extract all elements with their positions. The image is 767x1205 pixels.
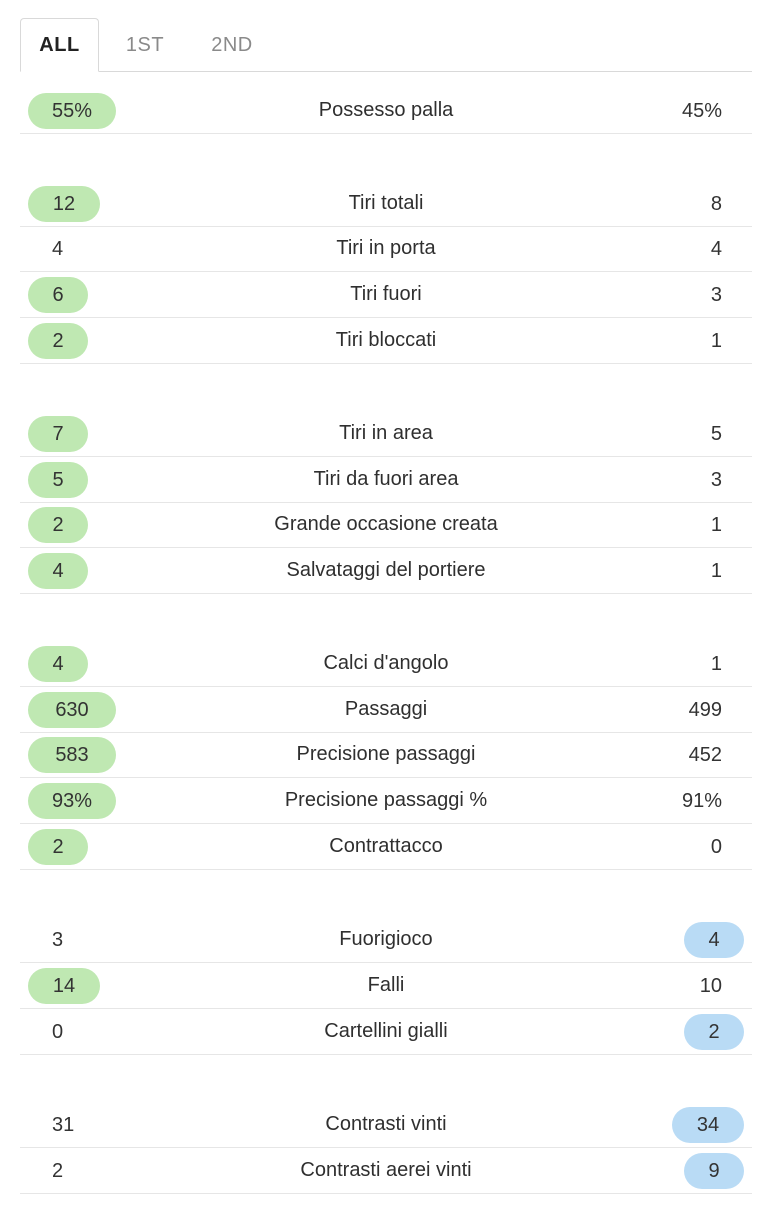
home-value: 630: [28, 692, 116, 728]
stat-label: Tiri totali: [348, 192, 424, 214]
stat-row: Cartellini gialli 0 2: [20, 1009, 752, 1055]
stat-row: Contrasti aerei vinti 2 9: [20, 1148, 752, 1194]
stat-label: Calci d'angolo: [323, 652, 449, 674]
stat-row: Tiri da fuori area 5 3: [20, 457, 752, 503]
stat-row: Tiri in area 7 5: [20, 411, 752, 457]
home-value: 14: [28, 968, 100, 1004]
home-value: 4: [28, 553, 88, 589]
stat-label: Tiri fuori: [350, 283, 422, 305]
stat-label: Fuorigioco: [339, 928, 433, 950]
away-value: 1: [710, 514, 722, 536]
home-value: 3: [52, 929, 64, 951]
stat-row: Passaggi 630 499: [20, 687, 752, 733]
home-value: 2: [28, 323, 88, 359]
stat-row: Precisione passaggi 583 452: [20, 732, 752, 778]
home-value: 2: [28, 507, 88, 543]
stat-row: Contrattacco 2 0: [20, 824, 752, 870]
away-value: 452: [688, 744, 722, 766]
stat-row: Contrasti vinti 31 34: [20, 1102, 752, 1148]
stat-row: Grande occasione creata 2 1: [20, 502, 752, 548]
stat-row: Calci d'angolo 4 1: [20, 641, 752, 687]
home-value: 6: [28, 277, 88, 313]
away-value: 499: [688, 699, 722, 721]
stat-label: Possesso palla: [318, 99, 454, 121]
away-value: 1: [710, 653, 722, 675]
home-value: 31: [52, 1114, 75, 1136]
home-value: 55%: [28, 93, 116, 129]
stat-row: Possesso palla 55% 45%: [20, 88, 752, 134]
home-value: 12: [28, 186, 100, 222]
stat-label: Contrattacco: [329, 835, 443, 857]
tab-all[interactable]: ALL: [20, 18, 99, 72]
away-value: 4: [710, 238, 722, 260]
away-value: 3: [710, 469, 722, 491]
away-value: 0: [710, 836, 722, 858]
away-value: 91%: [681, 790, 722, 812]
stat-label: Tiri da fuori area: [313, 468, 459, 490]
home-value: 2: [28, 829, 88, 865]
home-value: 7: [28, 416, 88, 452]
home-value: 583: [28, 737, 116, 773]
stat-label: Tiri in porta: [336, 237, 436, 259]
stat-row: Tiri fuori 6 3: [20, 272, 752, 318]
stat-label: Contrasti aerei vinti: [300, 1159, 472, 1181]
stat-label: Tiri bloccati: [335, 329, 437, 351]
stat-label: Precisione passaggi: [296, 743, 476, 765]
away-value: 10: [699, 975, 722, 997]
tab-1st[interactable]: 1ST: [125, 33, 165, 56]
stat-label: Falli: [367, 974, 405, 996]
stat-row: Falli 14 10: [20, 963, 752, 1009]
away-value: 1: [710, 560, 722, 582]
stat-row: Salvataggi del portiere 4 1: [20, 548, 752, 594]
period-tabs: ALL 1ST 2ND: [20, 18, 752, 72]
stat-label: Contrasti vinti: [325, 1113, 447, 1135]
stat-row: Tiri in porta 4 4: [20, 226, 752, 272]
tab-2nd[interactable]: 2ND: [211, 33, 253, 56]
stat-label: Passaggi: [344, 698, 428, 720]
stat-label: Salvataggi del portiere: [286, 559, 486, 581]
away-value: 4: [684, 922, 744, 958]
home-value: 5: [28, 462, 88, 498]
away-value: 1: [710, 330, 722, 352]
stat-label: Precisione passaggi %: [284, 789, 488, 811]
stat-label: Grande occasione creata: [274, 513, 498, 535]
home-value: 4: [28, 646, 88, 682]
away-value: 9: [684, 1153, 744, 1189]
stat-row: Tiri bloccati 2 1: [20, 318, 752, 364]
home-value: 93%: [28, 783, 116, 819]
home-value: 0: [52, 1021, 64, 1043]
stat-row: Fuorigioco 3 4: [20, 917, 752, 963]
stat-label: Cartellini gialli: [324, 1020, 448, 1042]
away-value: 34: [672, 1107, 744, 1143]
stat-label: Tiri in area: [339, 422, 433, 444]
away-value: 3: [710, 284, 722, 306]
stat-row: Tiri totali 12 8: [20, 181, 752, 227]
away-value: 5: [710, 423, 722, 445]
home-value: 2: [52, 1160, 64, 1182]
away-value: 2: [684, 1014, 744, 1050]
away-value: 8: [710, 193, 722, 215]
stat-row: Precisione passaggi % 93% 91%: [20, 778, 752, 824]
away-value: 45%: [681, 100, 722, 122]
home-value: 4: [52, 238, 64, 260]
